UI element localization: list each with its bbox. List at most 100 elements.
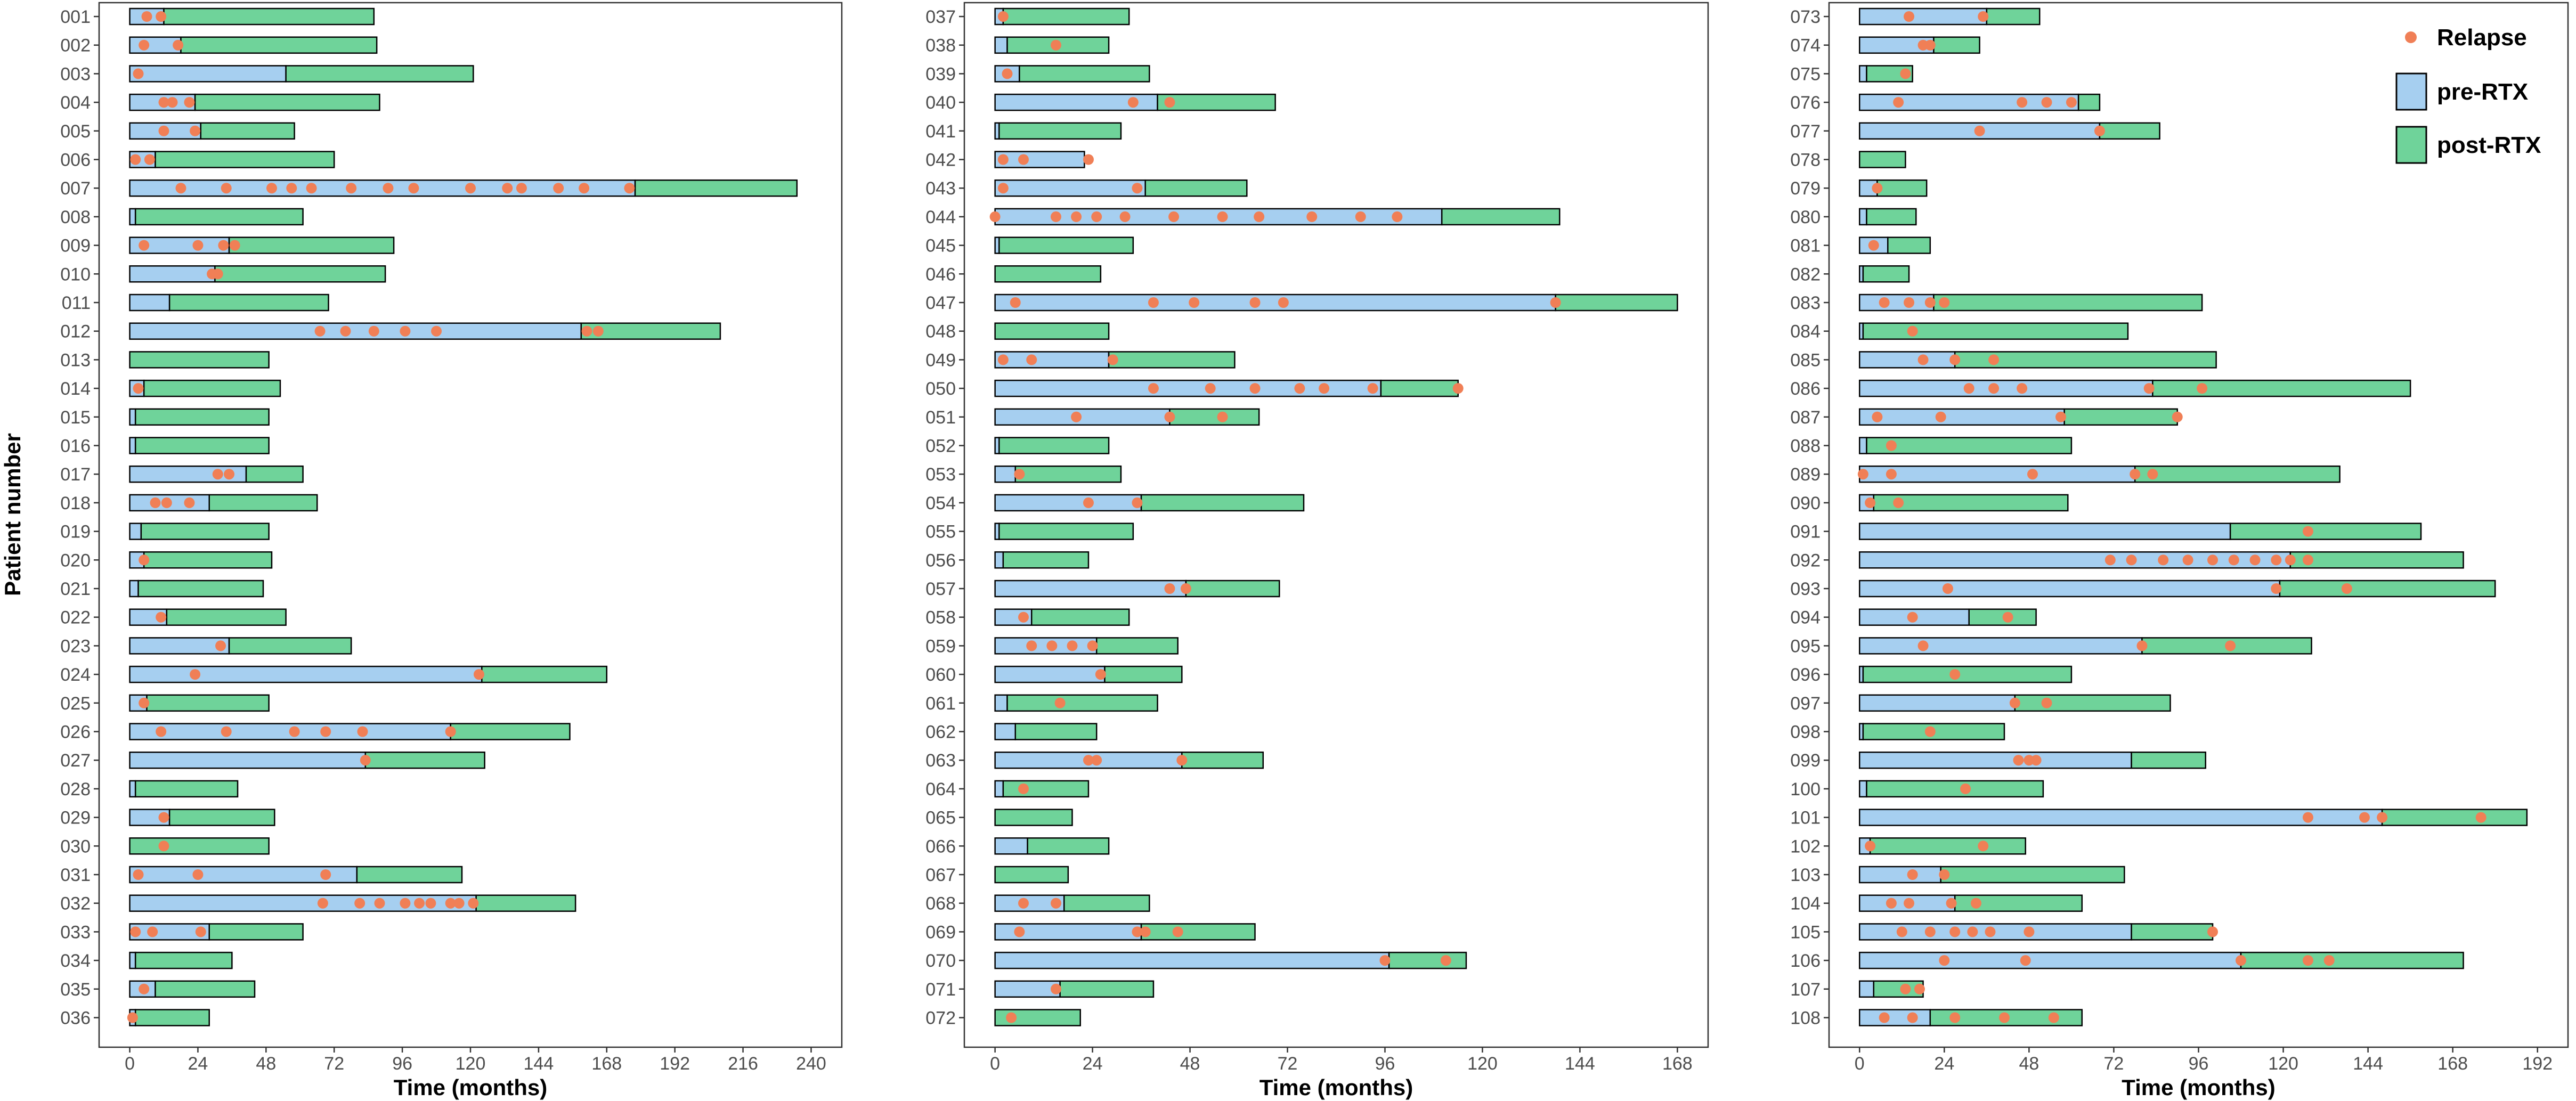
pre-rtx-bar <box>129 208 136 226</box>
pre-rtx-bar <box>994 551 1004 569</box>
patient-label: 078 <box>1790 150 1821 170</box>
x-tick-label: 24 <box>1083 1054 1103 1074</box>
relapse-point <box>2017 97 2028 108</box>
patient-label: 097 <box>1790 694 1821 714</box>
relapse-point <box>1091 211 1102 222</box>
patient-label: 023 <box>60 636 91 656</box>
relapse-point <box>150 497 161 508</box>
patient-row-051: 051 <box>925 407 1260 428</box>
post-rtx-bar <box>634 179 798 197</box>
x-tick-label: 72 <box>2104 1054 2124 1074</box>
relapse-point <box>158 125 169 136</box>
post-rtx-bar <box>998 236 1134 254</box>
pre-rtx-bar <box>1859 65 1867 83</box>
legend-relapse-swatch <box>2405 31 2417 43</box>
relapse-point <box>2377 812 2388 823</box>
post-rtx-bar <box>1181 751 1264 769</box>
patient-row-016: 016 <box>60 436 270 456</box>
patient-label: 067 <box>925 865 956 885</box>
patient-label: 100 <box>1790 779 1821 800</box>
relapse-point <box>1998 1012 2010 1023</box>
relapse-point <box>1148 383 1159 394</box>
relapse-point <box>360 755 371 766</box>
relapse-point <box>592 325 604 337</box>
pre-rtx-bar <box>129 951 136 969</box>
relapse-point <box>1967 926 1978 937</box>
relapse-point <box>2020 955 2031 966</box>
post-rtx-bar <box>2381 809 2528 826</box>
patient-row-049: 049 <box>925 350 1236 370</box>
relapse-point <box>1026 354 1037 365</box>
patient-row-090: 090 <box>1790 493 2069 513</box>
relapse-point <box>1050 39 1061 51</box>
legend-post-swatch <box>2395 126 2427 164</box>
x-tick-label: 48 <box>2019 1054 2039 1074</box>
relapse-point <box>1006 1012 1017 1023</box>
relapse-point <box>1140 926 1151 937</box>
patient-label: 086 <box>1790 379 1821 399</box>
patient-row-052: 052 <box>925 436 1110 456</box>
post-rtx-bar <box>1002 780 1090 798</box>
x-tick-label: 168 <box>2437 1054 2468 1074</box>
patient-label: 096 <box>1790 665 1821 685</box>
pre-rtx-bar <box>1859 751 2132 769</box>
post-rtx-bar <box>2131 751 2207 769</box>
x-tick-label: 72 <box>324 1054 344 1074</box>
relapse-point <box>158 812 169 823</box>
post-rtx-bar <box>228 637 352 655</box>
pre-rtx-bar <box>994 780 1004 798</box>
relapse-point <box>2126 554 2137 566</box>
pre-rtx-bar <box>994 837 1028 855</box>
patient-row-108: 108 <box>1790 1008 2083 1029</box>
patient-row-024: 024 <box>60 665 608 685</box>
relapse-point <box>1865 497 1876 508</box>
relapse-point <box>1914 983 1925 994</box>
patient-label: 046 <box>925 264 956 284</box>
relapse-point <box>997 11 1009 22</box>
patient-label: 027 <box>60 751 91 771</box>
patient-label: 104 <box>1790 894 1821 914</box>
relapse-point <box>190 669 201 680</box>
relapse-point <box>997 354 1009 365</box>
patient-row-039: 039 <box>925 64 1150 84</box>
post-rtx-bar <box>1185 580 1280 598</box>
relapse-point <box>445 726 456 737</box>
patient-label: 056 <box>925 550 956 570</box>
patient-label: 080 <box>1790 207 1821 227</box>
post-rtx-bar <box>1108 351 1236 369</box>
patient-label: 062 <box>925 722 956 743</box>
patient-row-088: 088 <box>1790 436 2073 456</box>
patient-row-100: 100 <box>1790 779 2044 800</box>
relapse-point <box>1249 297 1261 308</box>
patient-row-059: 059 <box>925 636 1179 656</box>
post-rtx-bar <box>2077 93 2101 111</box>
patient-row-089: 089 <box>1790 464 2341 485</box>
relapse-point <box>1189 297 1200 308</box>
relapse-point <box>2041 97 2052 108</box>
relapse-point <box>1071 411 1082 422</box>
patient-label: 006 <box>60 150 91 170</box>
post-rtx-bar <box>166 608 287 626</box>
relapse-point <box>1127 97 1139 108</box>
relapse-point <box>1900 983 1911 994</box>
x-tick-label: 48 <box>1180 1054 1200 1074</box>
patient-label: 059 <box>925 636 956 656</box>
relapse-point <box>1294 383 1305 394</box>
pre-rtx-bar <box>994 465 1017 483</box>
post-rtx-bar <box>1873 494 2069 512</box>
patient-label: 026 <box>60 722 91 743</box>
relapse-point <box>374 898 385 909</box>
patient-row-008: 008 <box>60 207 304 227</box>
relapse-point <box>1018 898 1029 909</box>
patient-label: 090 <box>1790 493 1821 513</box>
post-rtx-bar <box>475 894 576 912</box>
patient-row-092: 092 <box>1790 550 2464 570</box>
relapse-point <box>2158 554 2169 566</box>
patient-row-074: 074 <box>1790 36 1980 56</box>
patient-label: 105 <box>1790 922 1821 942</box>
post-rtx-bar <box>364 751 485 769</box>
patient-label: 069 <box>925 922 956 942</box>
relapse-point <box>1018 611 1029 623</box>
post-rtx-bar <box>134 408 270 426</box>
patient-row-009: 009 <box>60 236 395 256</box>
